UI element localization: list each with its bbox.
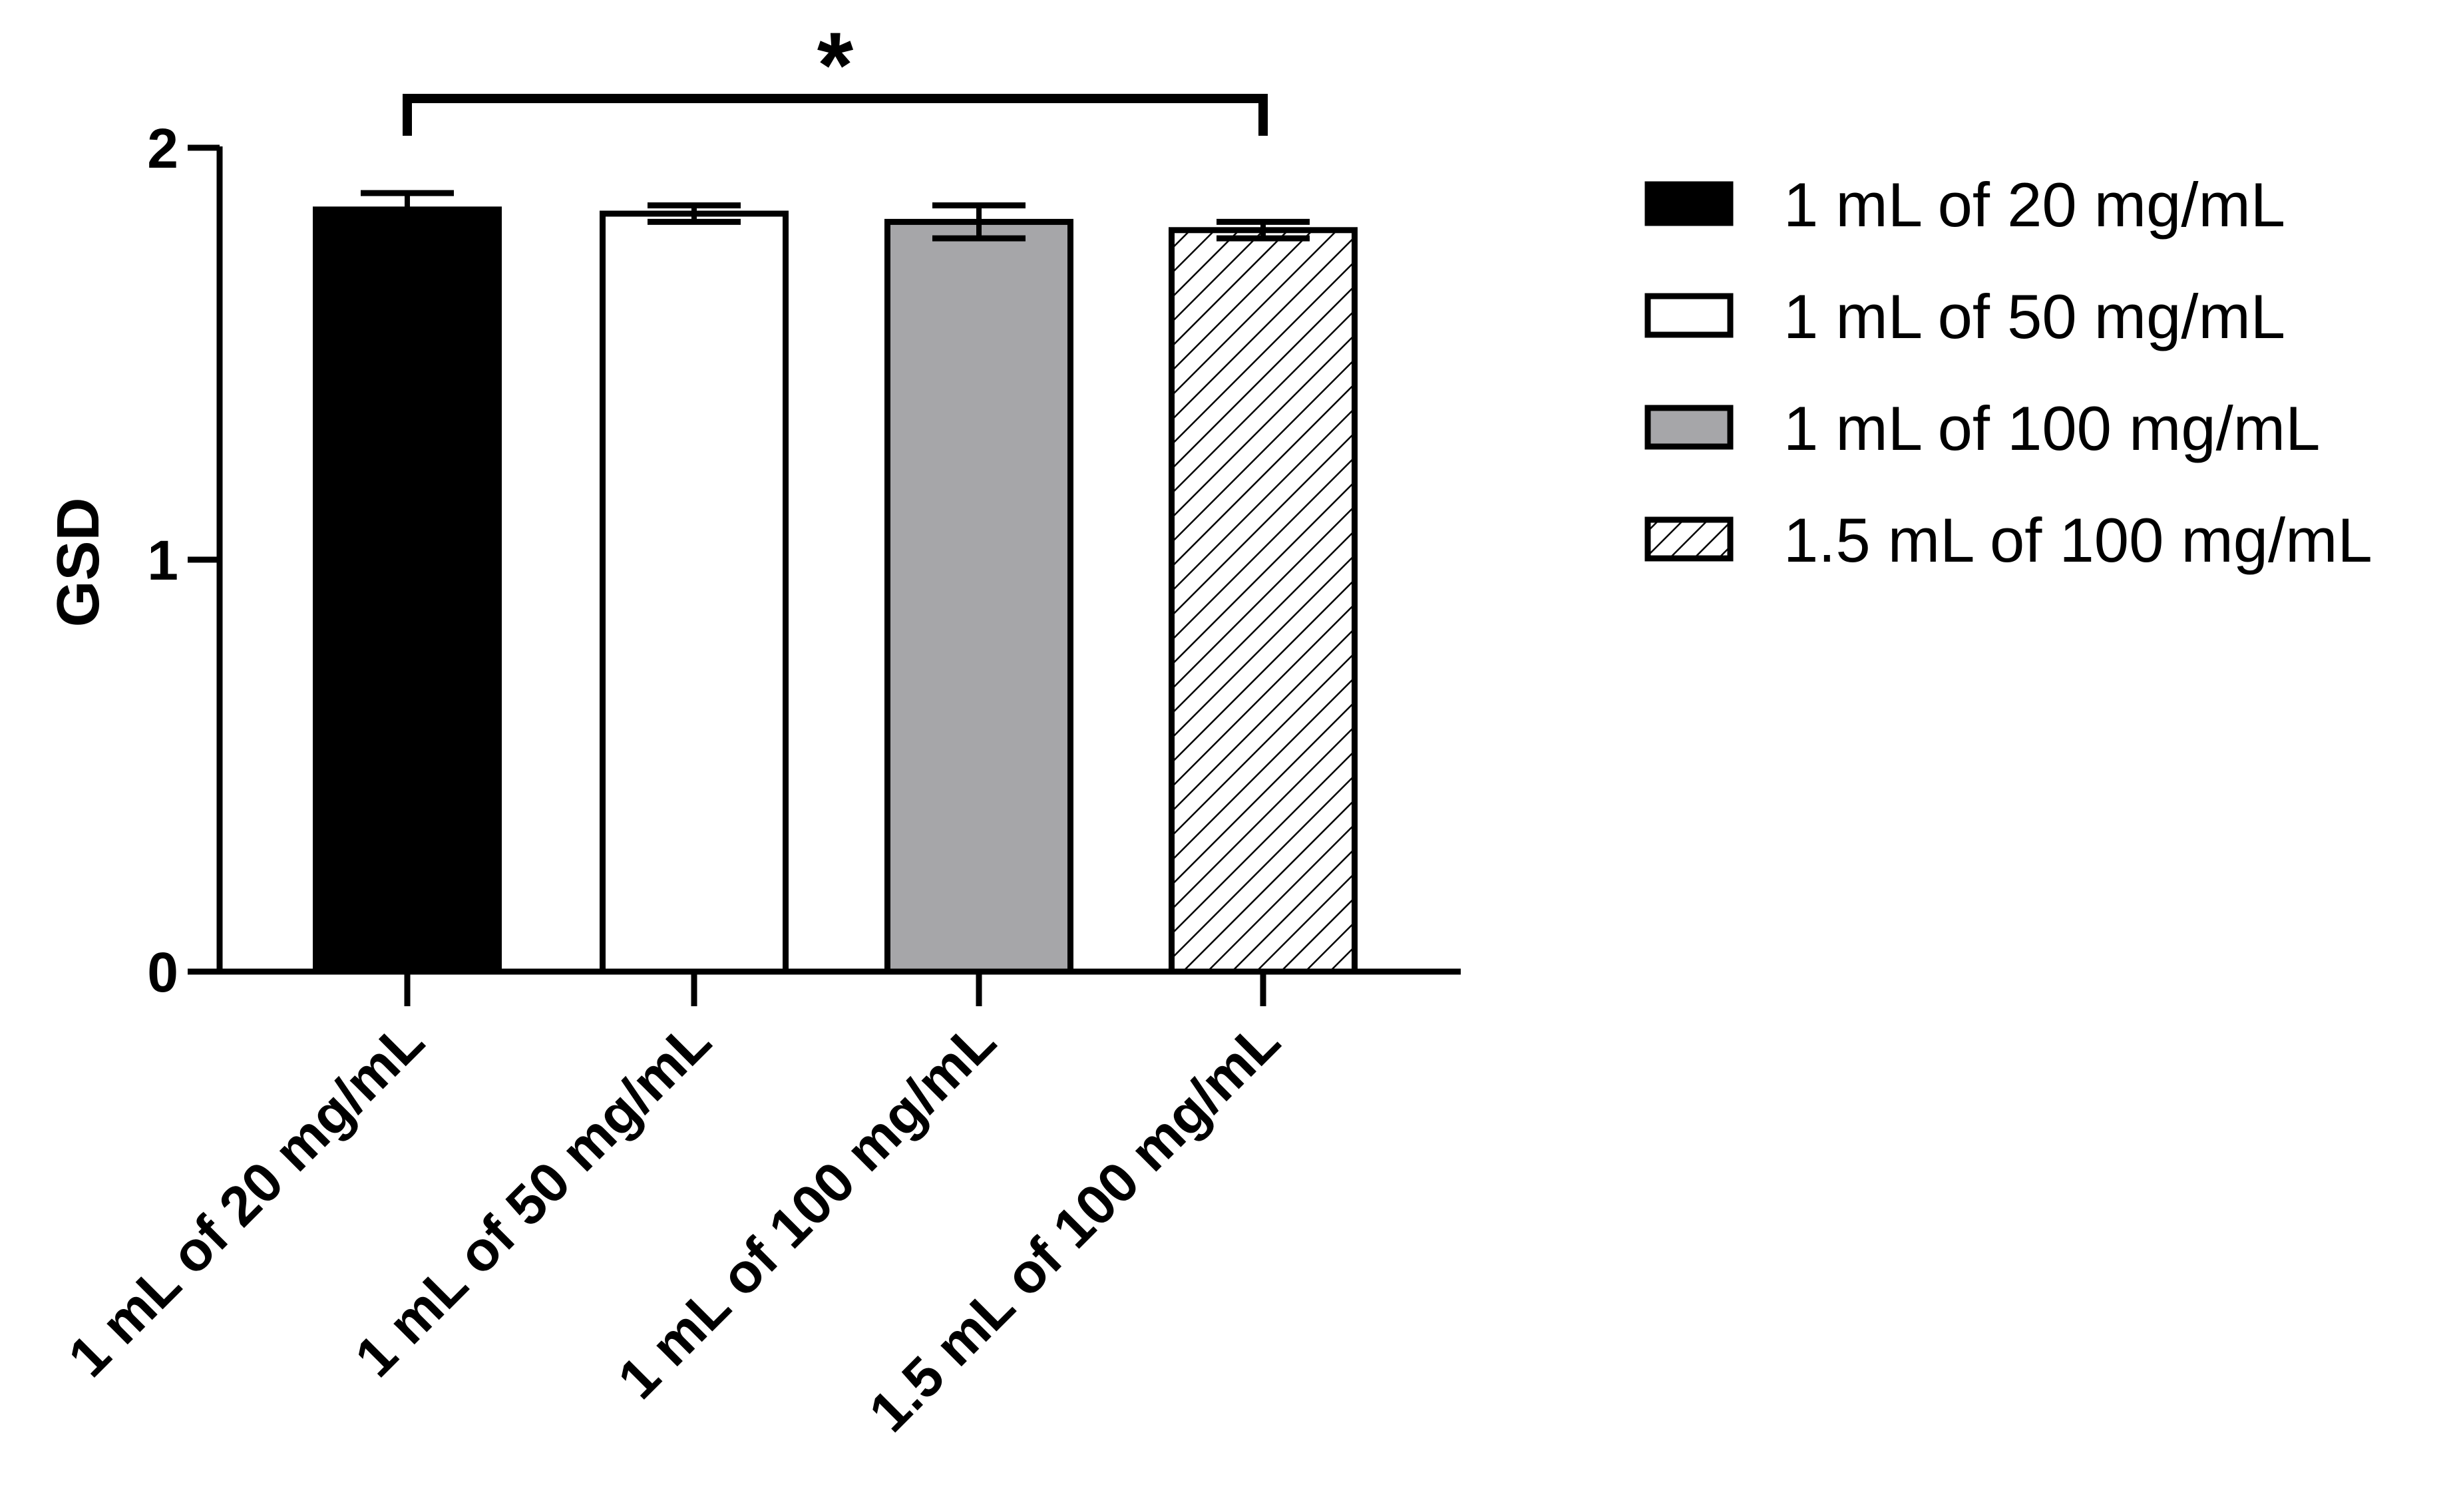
error-bar-4 (1217, 218, 1310, 242)
legend-item-3: 1 mL of 100 mg/mL (1644, 393, 2320, 463)
significance-star: * (817, 13, 854, 117)
legend-label: 1.5 mL of 100 mg/mL (1784, 505, 2372, 575)
bar-4 (1169, 227, 1358, 975)
legend-label: 1 mL of 20 mg/mL (1784, 170, 2285, 240)
plot-area: 0 1 2 1 mL of 20 mg/mL1 mL of 50 mg/mL1 mL… (45, 13, 1461, 1443)
legend-swatch (1644, 405, 1734, 450)
legend-label: 1 mL of 50 mg/mL (1784, 282, 2285, 351)
significance-line (403, 94, 1268, 136)
x-ticks: 1 mL of 20 mg/mL1 mL of 50 mg/mL1 mL of … (56, 972, 1292, 1443)
legend-item-4: 1.5 mL of 100 mg/mL (1644, 505, 2372, 575)
bar-1 (313, 206, 502, 975)
error-bar-2 (648, 202, 741, 225)
error-bar-3 (932, 202, 1026, 242)
legend-swatch (1644, 516, 1734, 562)
legend-swatch (1644, 181, 1734, 226)
bar-2 (600, 210, 789, 975)
y-tick-label: 0 (147, 941, 178, 1004)
legend-label: 1 mL of 100 mg/mL (1784, 393, 2320, 463)
bars (313, 206, 1358, 975)
legend-item-1: 1 mL of 20 mg/mL (1644, 170, 2285, 240)
legend: 1 mL of 20 mg/mL 1 mL of 50 mg/mL 1 mL of … (1644, 170, 2372, 575)
bar-3 (884, 218, 1073, 975)
y-tick-label: 1 (147, 529, 178, 592)
y-axis-title: GSD (45, 497, 112, 627)
significance-bracket: * (403, 13, 1268, 136)
legend-swatch (1644, 293, 1734, 338)
legend-item-2: 1 mL of 50 mg/mL (1644, 282, 2285, 351)
y-ticks: 0 1 2 (147, 117, 220, 1004)
error-bars (361, 190, 1310, 242)
error-bar-1 (361, 190, 454, 230)
y-tick-label: 2 (147, 117, 178, 180)
